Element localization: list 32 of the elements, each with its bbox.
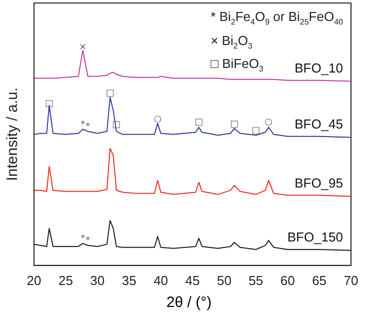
series-label: BFO_45 <box>294 116 343 132</box>
x-tick-label: 70 <box>344 272 358 288</box>
x-tick-label: 25 <box>58 272 73 288</box>
x-tick-label: 35 <box>122 272 136 288</box>
annotation: □ <box>194 118 204 128</box>
x-axis-title: 2θ / (°) <box>165 294 213 311</box>
annotation: × <box>79 42 87 53</box>
x-tick-label: 60 <box>280 272 295 288</box>
annotation: □ <box>252 126 260 136</box>
x-tick-label: 40 <box>154 272 168 288</box>
x-tick-label: 30 <box>90 272 105 288</box>
annotation: * <box>80 234 86 244</box>
annotation: □ <box>230 120 239 130</box>
annotation: □ BiFeO$_{3}$ <box>210 56 264 74</box>
annotation: □ <box>44 98 54 109</box>
annotation: □ <box>106 88 114 99</box>
x-tick-label: 20 <box>26 272 42 288</box>
x-tick-label: 65 <box>312 272 327 288</box>
series-label: BFO_10 <box>294 60 343 76</box>
annotation: * <box>86 236 91 246</box>
text: × Bi$_{2}$O$_{3}$ <box>210 32 254 52</box>
x-tick-label: 45 <box>185 272 200 288</box>
series-label: BFO_150 <box>287 229 343 244</box>
y-axis-title: Intensity / a.u. <box>4 88 22 181</box>
annotation: * <box>80 120 86 130</box>
annotation: ○ <box>264 118 273 128</box>
text: * Bi$_{2}$Fe$_{4}$O$_{9}$ or Bi$_{25}$FeO$_{40}$ <box>210 9 343 27</box>
x-tick-label: 50 <box>216 272 232 288</box>
annotation: ○ <box>154 114 162 125</box>
x-tick-label: 55 <box>248 272 264 288</box>
series-label: BFO_95 <box>294 175 343 190</box>
annotation: * <box>86 122 91 132</box>
